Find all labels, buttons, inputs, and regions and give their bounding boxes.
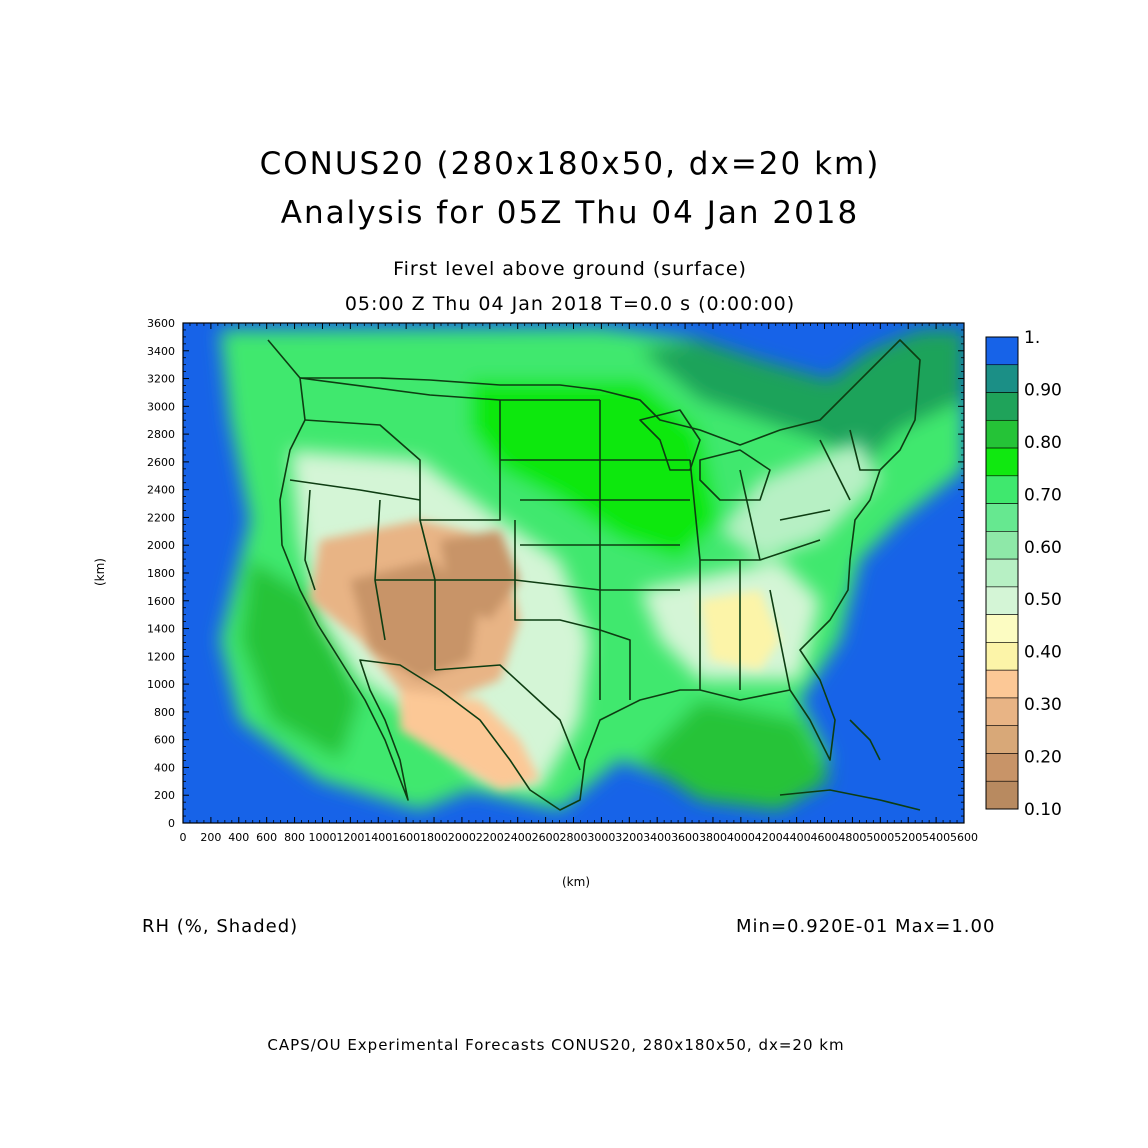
y-axis-ticks: 0 200 400 600 800 1000 1200 1400 1600 1800 2000 220… [147,317,964,830]
state-boundaries [267,339,921,811]
y-tick-label: 200 [154,789,175,802]
field-label: RH (%, Shaded) [142,916,299,937]
y-tick-label: 800 [154,706,175,719]
x-tick-label: 3400 [643,831,671,844]
x-tick-label: 3200 [615,831,643,844]
x-tick-label: 1600 [392,831,420,844]
colorbar-label: 1. [1024,328,1040,348]
min-max-label: Min=0.920E-01 Max=1.00 [736,916,996,937]
colorbar-swatch [985,531,1019,560]
colorbar-swatch [985,364,1019,393]
x-tick-label: 200 [200,831,221,844]
y-axis-label: (km) [93,557,108,587]
y-tick-label: 600 [154,734,175,747]
x-tick-label: 0 [180,831,187,844]
y-tick-label: 2000 [147,539,175,552]
colorbar-label: 0.60 [1024,538,1062,558]
x-tick-label: 1400 [364,831,392,844]
x-tick-label: 1200 [336,831,364,844]
x-tick-label: 4400 [783,831,811,844]
colorbar-label: 0.10 [1024,800,1062,820]
x-tick-label: 4600 [811,831,839,844]
x-tick-label: 2400 [504,831,532,844]
x-tick-label: 5600 [950,831,978,844]
x-tick-label: 2600 [532,831,560,844]
colorbar-swatch [985,697,1019,727]
colorbar-label: 0.30 [1024,695,1062,715]
colorbar-swatch [985,447,1019,477]
level-label: First level above ground (surface) [393,258,747,280]
y-tick-label: 3000 [147,400,175,413]
x-axis-label: (km) [562,875,591,889]
x-tick-label: 3600 [671,831,699,844]
y-tick-label: 2600 [147,456,175,469]
x-tick-label: 3000 [587,831,615,844]
colorbar-swatch [985,503,1019,532]
chart-subtitle: Analysis for 05Z Thu 04 Jan 2018 [280,195,860,231]
colorbar-swatch [985,725,1019,754]
x-tick-label: 2800 [560,831,588,844]
x-tick-label: 5200 [894,831,922,844]
y-tick-label: 3600 [147,317,175,330]
colorbar-swatch [985,780,1019,810]
colorbar-label: 0.50 [1024,590,1062,610]
x-tick-label: 400 [228,831,249,844]
colorbar-swatch [985,392,1019,421]
x-tick-label: 2000 [448,831,476,844]
colorbar-swatch [985,753,1019,782]
y-tick-label: 2800 [147,428,175,441]
colorbar-frame [985,336,1019,810]
x-tick-label: 600 [256,831,277,844]
chart-title: CONUS20 (280x180x50, dx=20 km) [259,146,881,182]
colorbar-swatch [985,475,1019,504]
colorbar-swatch [985,558,1019,588]
x-tick-label: 5000 [866,831,894,844]
colorbar-swatch [985,586,1019,615]
y-tick-label: 1600 [147,595,175,608]
colorbar-label: 0.70 [1024,485,1062,505]
x-tick-label: 4000 [727,831,755,844]
x-tick-label: 1000 [308,831,336,844]
x-tick-label: 4800 [838,831,866,844]
colorbar: 1. 0.90 0.80 0.70 0.60 0.50 0.40 0.30 0.20 0.10 [985,328,1062,820]
y-tick-label: 0 [168,817,175,830]
y-tick-label: 1800 [147,567,175,580]
x-tick-label: 5400 [922,831,950,844]
y-tick-label: 1400 [147,623,175,636]
rh-shading [183,323,964,823]
colorbar-label: 0.40 [1024,643,1062,663]
x-tick-label: 1800 [420,831,448,844]
y-tick-label: 3200 [147,373,175,386]
colorbar-swatch [985,614,1019,643]
credit-label: CAPS/OU Experimental Forecasts CONUS20, … [267,1036,845,1054]
x-tick-label: 2200 [476,831,504,844]
colorbar-label: 0.90 [1024,380,1062,400]
colorbar-swatch [985,669,1019,699]
colorbar-label: 0.80 [1024,433,1062,453]
x-axis-ticks: 0 200 400 600 800 1000 1200 1400 1600 1800 2000 220… [180,323,978,844]
y-tick-label: 2400 [147,484,175,497]
x-tick-label: 800 [284,831,305,844]
y-tick-label: 1200 [147,650,175,663]
y-tick-label: 2200 [147,511,175,524]
y-tick-label: 1000 [147,678,175,691]
colorbar-label: 0.20 [1024,748,1062,768]
y-tick-label: 3400 [147,345,175,358]
colorbar-swatch [985,642,1019,671]
valid-time-label: 05:00 Z Thu 04 Jan 2018 T=0.0 s (0:00:00… [344,293,796,315]
colorbar-swatch [985,336,1019,366]
x-tick-label: 3800 [699,831,727,844]
y-tick-label: 400 [154,761,175,774]
colorbar-swatch [985,419,1019,449]
x-tick-label: 4200 [755,831,783,844]
